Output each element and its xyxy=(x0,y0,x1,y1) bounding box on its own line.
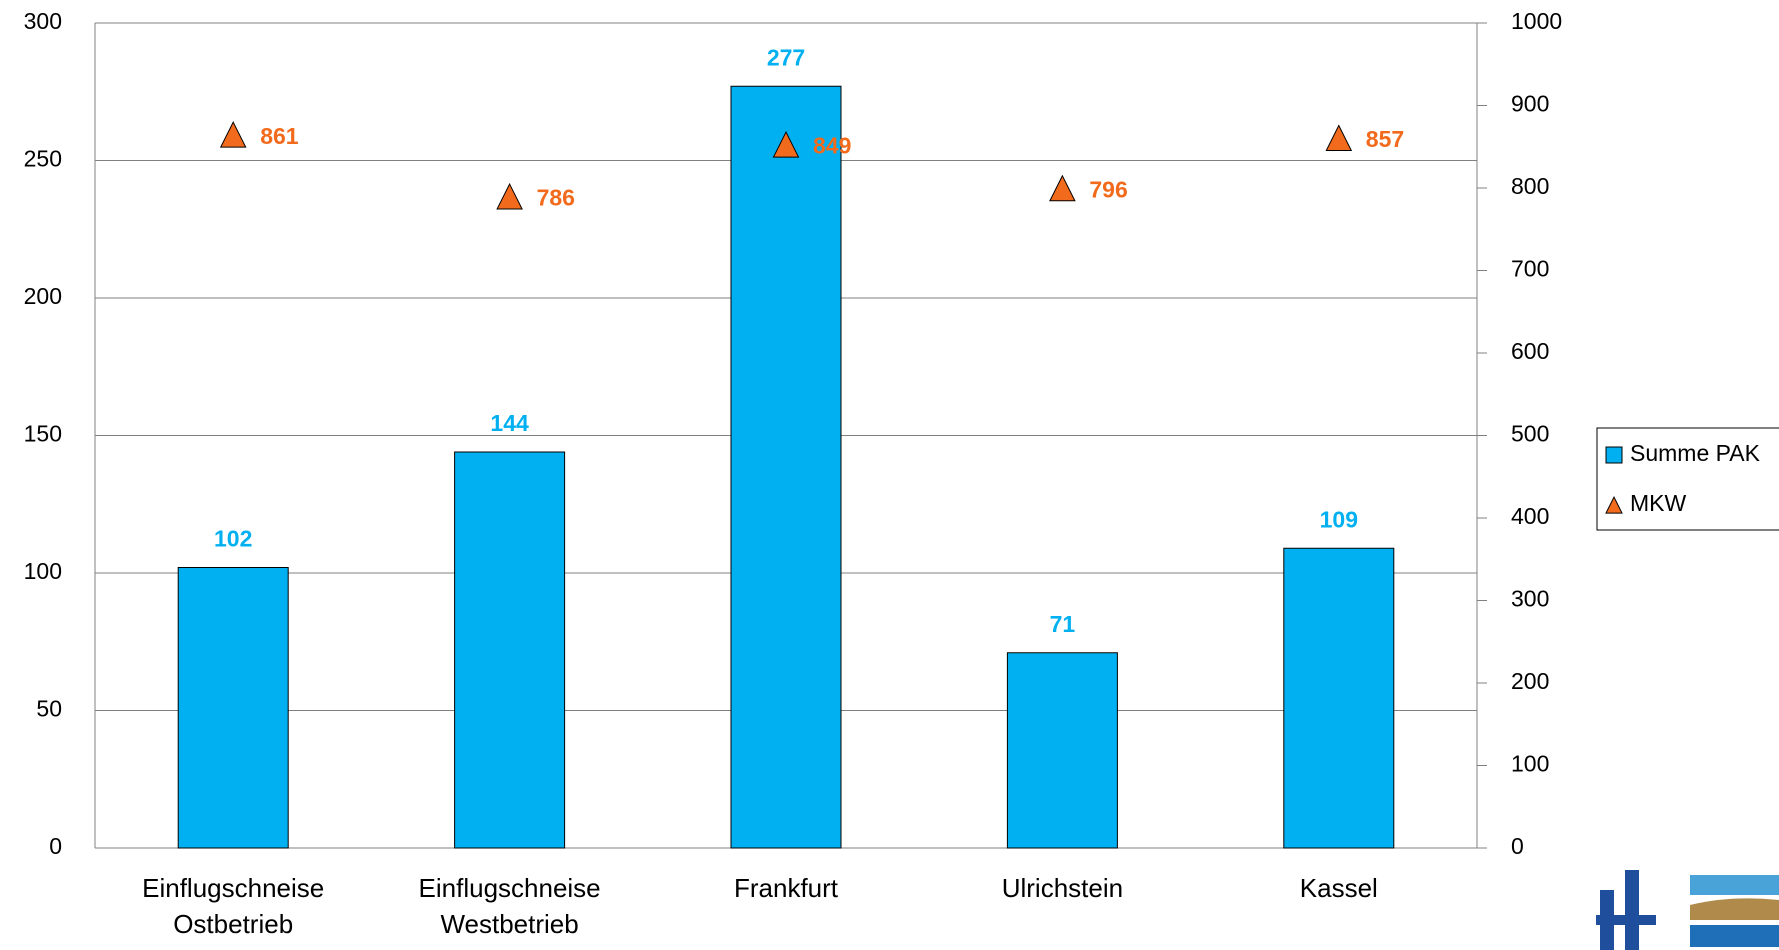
bar xyxy=(730,85,842,849)
y2-tick-label: 800 xyxy=(1511,173,1549,199)
x-tick-label: Kassel xyxy=(1299,873,1378,903)
x-tick-label: Frankfurt xyxy=(733,873,839,903)
y-tick-label: 0 xyxy=(49,833,62,859)
legend-key xyxy=(1605,446,1623,464)
bar xyxy=(454,451,566,849)
legend-label: Summe PAK xyxy=(1630,440,1761,466)
marker xyxy=(496,182,523,210)
marker-value-label: 861 xyxy=(260,123,299,149)
y-tick-label: 250 xyxy=(24,146,62,172)
marker-value-label: 849 xyxy=(813,133,851,159)
legend-box xyxy=(1596,427,1779,531)
y-tick-label: 150 xyxy=(24,421,62,447)
y-tick-label: 100 xyxy=(24,558,62,584)
marker xyxy=(772,130,800,158)
y2-tick-label: 1000 xyxy=(1511,8,1562,34)
y2-tick-label: 0 xyxy=(1511,833,1524,859)
legend-label: MKW xyxy=(1630,490,1687,516)
bar-value-label: 144 xyxy=(490,410,529,436)
marker xyxy=(1049,174,1076,202)
legend-key xyxy=(1605,495,1623,514)
bar-value-label: 102 xyxy=(214,526,252,552)
y-tick-label: 200 xyxy=(24,283,62,309)
y2-tick-label: 600 xyxy=(1511,338,1549,364)
bar xyxy=(177,567,289,849)
y2-tick-label: 200 xyxy=(1511,668,1549,694)
bar-value-label: 277 xyxy=(767,44,805,70)
y-tick-label: 50 xyxy=(36,696,62,722)
marker xyxy=(219,121,247,148)
y2-tick-label: 100 xyxy=(1511,751,1549,777)
bar xyxy=(1006,652,1118,849)
marker-value-label: 786 xyxy=(537,185,575,211)
y2-tick-label: 700 xyxy=(1511,256,1549,282)
y2-tick-label: 900 xyxy=(1511,91,1549,117)
marker-value-label: 796 xyxy=(1089,176,1127,202)
y2-tick-label: 300 xyxy=(1511,586,1549,612)
y2-tick-label: 400 xyxy=(1511,503,1549,529)
marker xyxy=(1325,124,1353,151)
marker-value-label: 857 xyxy=(1366,126,1404,152)
y2-tick-label: 500 xyxy=(1511,421,1549,447)
x-tick-label: Einflugschneise Westbetrieb xyxy=(418,873,601,939)
bar xyxy=(1283,547,1395,849)
logo xyxy=(1596,870,1779,950)
x-tick-label: Einflugschneise Ostbetrieb xyxy=(142,873,325,939)
legend: Summe PAK MKW xyxy=(1596,427,1779,531)
bar-value-label: 109 xyxy=(1320,506,1358,532)
x-tick-label: Ulrichstein xyxy=(1001,873,1124,903)
y-tick-label: 300 xyxy=(24,8,62,34)
bar-value-label: 71 xyxy=(1050,611,1076,637)
